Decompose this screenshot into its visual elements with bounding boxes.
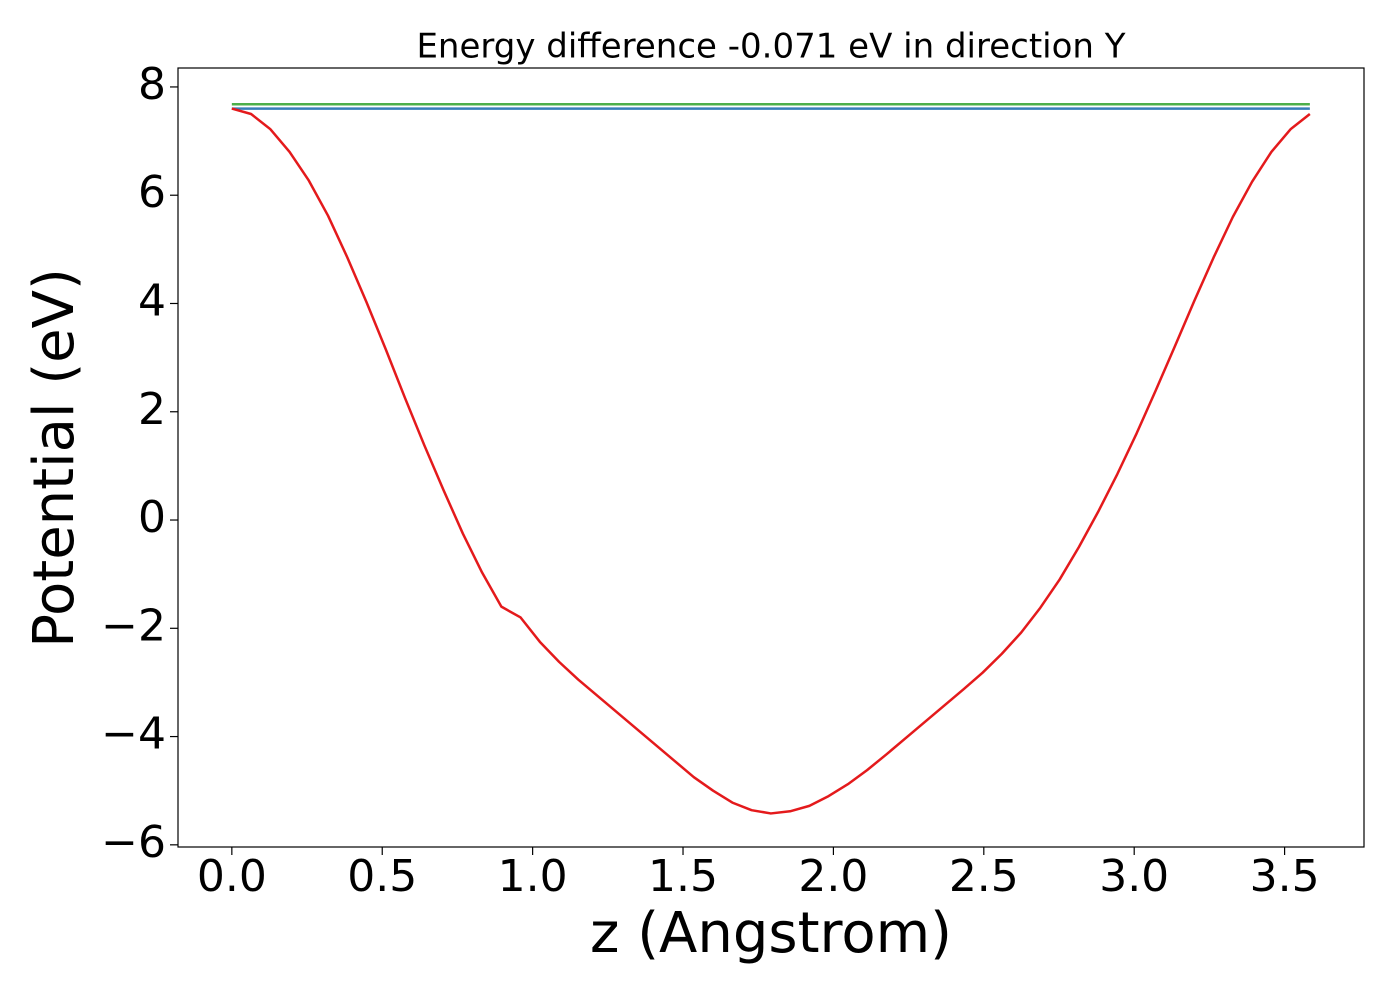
y-tick-label: −2: [101, 600, 166, 651]
line: [231, 107, 1311, 815]
y-tick-label: −6: [101, 817, 166, 868]
x-tick-label: 0.0: [197, 851, 267, 902]
y-axis-label: Potential (eV): [22, 268, 87, 648]
x-axis-label: z (Angstrom): [590, 901, 952, 966]
x-tick-label: 1.5: [648, 851, 718, 902]
y-tick-label: −4: [101, 709, 166, 760]
plot-frame: [177, 67, 1365, 848]
chart-title: Energy difference -0.071 eV in direction…: [416, 27, 1125, 67]
x-tick-label: 2.5: [949, 851, 1019, 902]
x-tick-label: 0.5: [347, 851, 417, 902]
x-tick-label: 3.5: [1250, 851, 1320, 902]
x-tick-label: 1.0: [498, 851, 568, 902]
y-tick-label: 6: [138, 167, 166, 218]
y-tick-label: 4: [138, 275, 166, 326]
x-tick-label: 3.0: [1099, 851, 1169, 902]
y-tick-label: 8: [138, 59, 166, 110]
y-tick-label: 0: [138, 492, 166, 543]
y-tick-label: 2: [138, 384, 166, 435]
x-tick-label: 2.0: [798, 851, 868, 902]
